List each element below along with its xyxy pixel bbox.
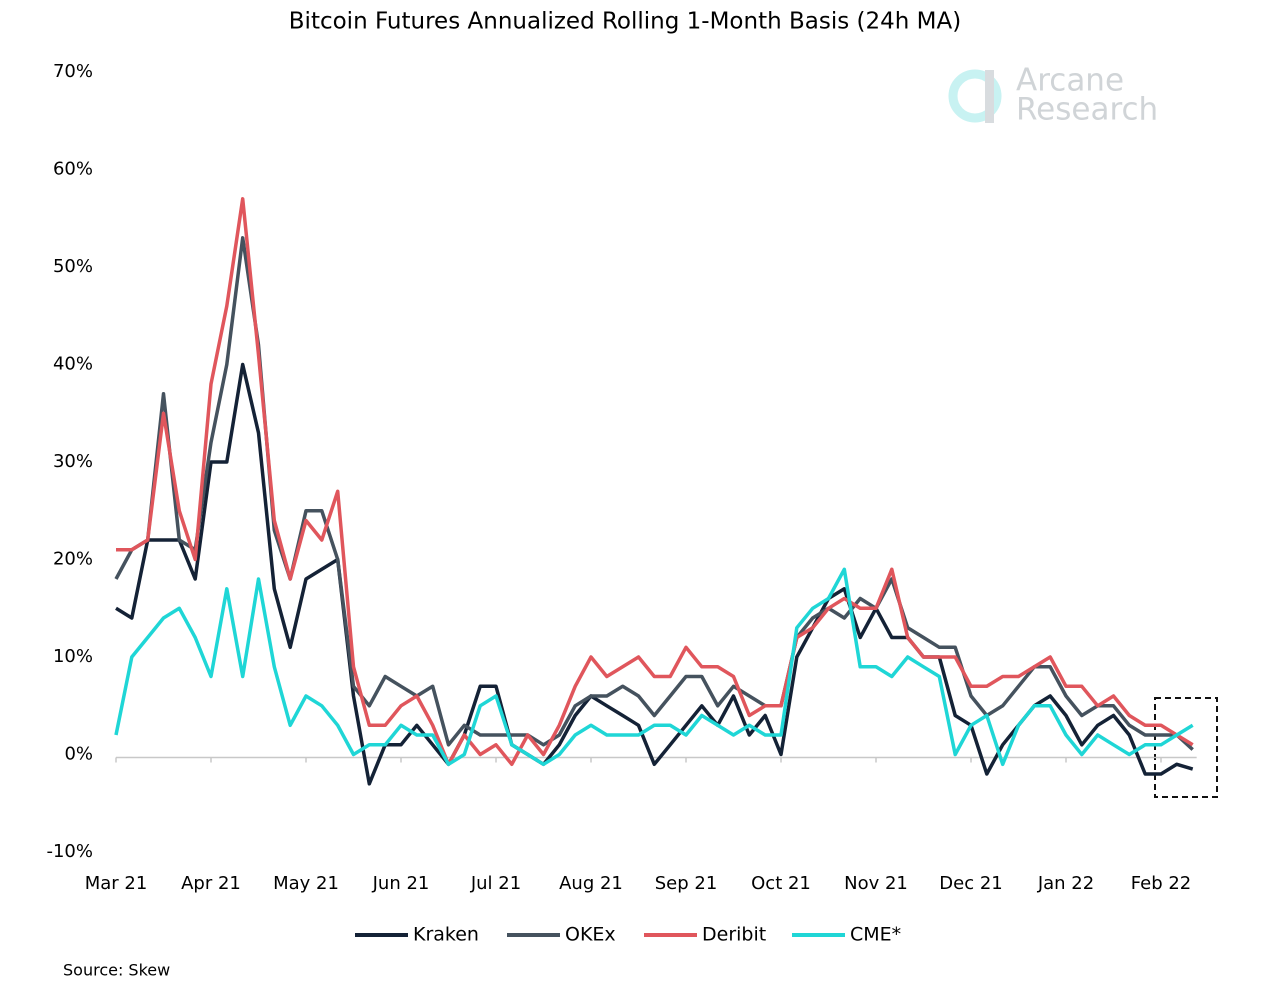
highlight-box — [1154, 697, 1218, 798]
legend-label: CME* — [850, 924, 901, 946]
x-tick-label: Sep 21 — [655, 873, 718, 894]
y-tick-label: 10% — [53, 646, 93, 667]
series-line — [114, 567, 1194, 767]
y-tick-label: 30% — [53, 451, 93, 472]
series-line — [115, 362, 1194, 786]
x-tick-label: Feb 22 — [1131, 873, 1192, 894]
x-tick-label: Nov 21 — [844, 873, 908, 894]
x-tick-label: Jun 21 — [372, 873, 430, 894]
watermark-logo — [985, 70, 994, 123]
x-tick-label: Aug 21 — [559, 873, 623, 894]
watermark-logo — [948, 69, 1002, 123]
watermark: Arcane Research — [948, 63, 1158, 128]
x-tick-label: Dec 21 — [939, 873, 1002, 894]
y-tick-label: 40% — [53, 354, 93, 375]
watermark-text: Arcane — [1016, 63, 1124, 99]
x-tick-label: Jan 22 — [1037, 873, 1094, 894]
y-tick-label: 20% — [53, 549, 93, 570]
y-tick-label: 0% — [64, 744, 93, 765]
source-note: Source: Skew — [63, 961, 170, 980]
series-line — [116, 197, 1194, 767]
y-tick-label: -10% — [46, 841, 93, 862]
y-tick-label: 50% — [53, 256, 93, 277]
legend-label: OKEx — [565, 924, 616, 946]
legend-label: Deribit — [702, 924, 766, 946]
y-tick-label: 70% — [53, 61, 93, 82]
y-tick-label: 60% — [53, 159, 93, 180]
watermark-text: Research — [1016, 92, 1158, 128]
chart-title: Bitcoin Futures Annualized Rolling 1-Mon… — [289, 9, 961, 35]
legend-label: Kraken — [413, 924, 479, 946]
x-tick-label: May 21 — [273, 873, 339, 894]
x-tick-label: Oct 21 — [751, 873, 811, 894]
x-tick-label: Jul 21 — [470, 873, 521, 894]
x-tick-label: Apr 21 — [181, 873, 241, 894]
x-tick-label: Mar 21 — [85, 873, 148, 894]
